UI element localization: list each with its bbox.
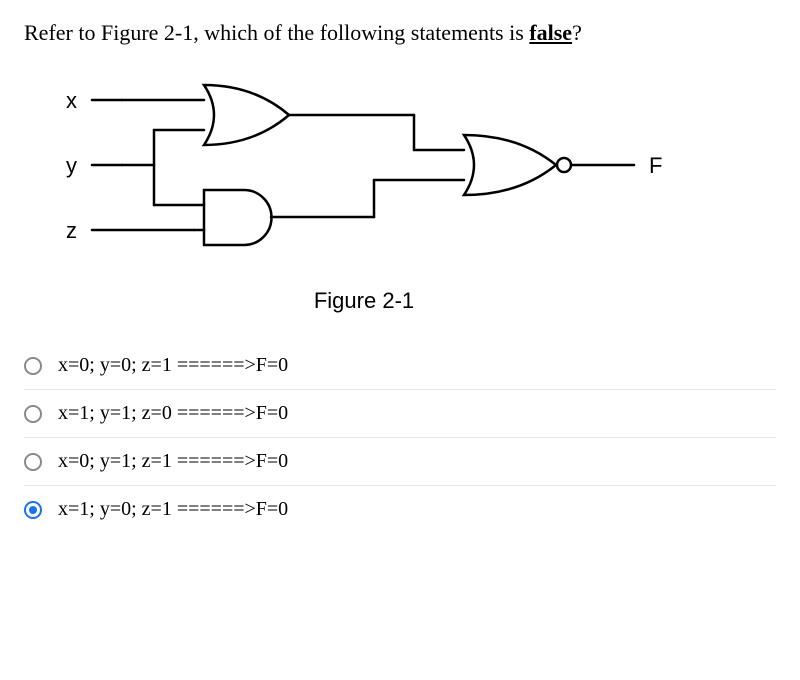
output-f-label: F bbox=[649, 153, 662, 178]
radio-c[interactable] bbox=[24, 453, 42, 471]
choice-b[interactable]: x=1; y=1; z=0 ======>F=0 bbox=[24, 389, 776, 437]
choice-d-text: x=1; y=0; z=1 ======>F=0 bbox=[58, 498, 288, 521]
input-x-label: x bbox=[66, 88, 77, 113]
choice-c-text: x=0; y=1; z=1 ======>F=0 bbox=[58, 450, 288, 473]
question-prefix: Refer to Figure 2-1, which of the follow… bbox=[24, 20, 529, 45]
choice-c[interactable]: x=0; y=1; z=1 ======>F=0 bbox=[24, 437, 776, 485]
radio-a[interactable] bbox=[24, 357, 42, 375]
question-suffix: ? bbox=[572, 20, 582, 45]
question-emphasis: false bbox=[529, 20, 572, 45]
input-y-label: y bbox=[66, 153, 77, 178]
input-z-label: z bbox=[66, 218, 77, 243]
logic-circuit-svg: x y z F bbox=[44, 70, 684, 280]
choice-a-text: x=0; y=0; z=1 ======>F=0 bbox=[58, 354, 288, 377]
radio-b[interactable] bbox=[24, 405, 42, 423]
radio-d[interactable] bbox=[24, 501, 42, 519]
question-text: Refer to Figure 2-1, which of the follow… bbox=[24, 20, 776, 46]
figure-caption: Figure 2-1 bbox=[44, 288, 684, 314]
choice-d[interactable]: x=1; y=0; z=1 ======>F=0 bbox=[24, 485, 776, 533]
answer-choices: x=0; y=0; z=1 ======>F=0 x=1; y=1; z=0 =… bbox=[24, 342, 776, 533]
choice-b-text: x=1; y=1; z=0 ======>F=0 bbox=[58, 402, 288, 425]
choice-a[interactable]: x=0; y=0; z=1 ======>F=0 bbox=[24, 342, 776, 389]
figure-2-1: x y z F Figure 2-1 bbox=[44, 70, 776, 314]
